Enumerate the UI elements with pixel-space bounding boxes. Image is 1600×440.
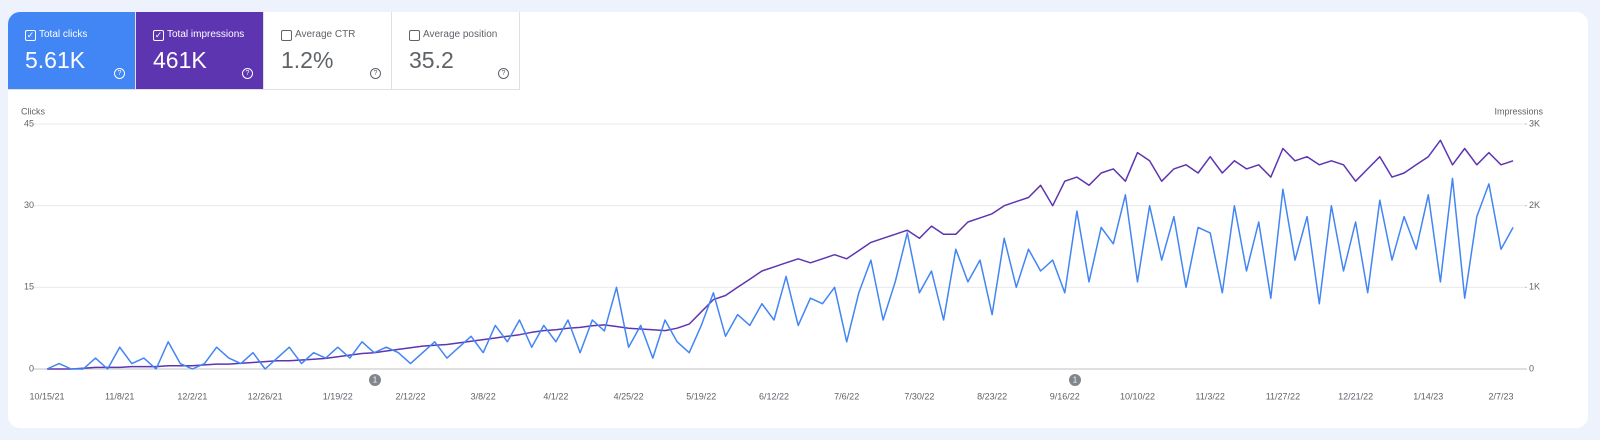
metric-card[interactable]: Average position 35.2? — [392, 12, 520, 90]
x-tick-label: 10/10/22 — [1120, 391, 1155, 401]
x-tick-label: 2/7/23 — [1488, 391, 1513, 401]
metric-card[interactable]: ✓ Total clicks 5.61K? — [8, 12, 136, 90]
x-tick-label: 4/25/22 — [614, 391, 644, 401]
y-axis-title: Clicks — [21, 106, 45, 116]
metric-card[interactable]: ✓ Total impressions 461K? — [136, 12, 264, 90]
checkbox: ✓ — [25, 30, 36, 41]
x-tick-label: 7/6/22 — [834, 391, 859, 401]
x-tick-label: 9/16/22 — [1050, 391, 1080, 401]
annotation-label: 1 — [1073, 376, 1078, 385]
metric-label: Total impressions — [167, 29, 245, 40]
checkbox — [281, 30, 292, 41]
x-tick-label: 6/12/22 — [759, 391, 789, 401]
y2-tick-label: 3K — [1529, 118, 1540, 128]
x-tick-label: 5/19/22 — [686, 391, 716, 401]
help-icon: ? — [242, 68, 253, 79]
x-tick-label: 12/2/21 — [177, 391, 207, 401]
metric-value: 5.61K — [25, 47, 86, 73]
x-tick-label: 12/21/22 — [1338, 391, 1373, 401]
metric-value: 461K — [153, 47, 207, 73]
x-tick-label: 8/23/22 — [977, 391, 1007, 401]
x-tick-label: 11/27/22 — [1266, 391, 1300, 401]
y2-axis-title: Impressions — [1494, 106, 1543, 116]
series-line — [46, 177, 1514, 370]
y2-tick-label: 2K — [1529, 200, 1540, 210]
x-tick-label: 11/3/22 — [1196, 391, 1225, 401]
checkbox: ✓ — [153, 30, 164, 41]
y-tick-label: 30 — [24, 200, 34, 210]
x-tick-label: 11/8/21 — [105, 391, 134, 401]
y-tick-label: 45 — [24, 118, 34, 128]
metric-value: 1.2% — [281, 47, 334, 73]
metric-label: Average CTR — [295, 29, 356, 40]
help-icon: ? — [370, 68, 381, 79]
help-icon: ? — [114, 68, 125, 79]
x-tick-label: 12/26/21 — [248, 391, 283, 401]
help-icon: ? — [498, 68, 509, 79]
y-tick-label: 15 — [24, 282, 34, 292]
series-line — [47, 139, 1514, 370]
x-tick-label: 10/15/21 — [29, 391, 64, 401]
metric-label: Total clicks — [39, 29, 88, 40]
y2-tick-label: 1K — [1529, 282, 1540, 292]
metric-value: 35.2 — [409, 47, 454, 73]
checkbox — [409, 30, 420, 41]
x-tick-label: 2/12/22 — [395, 391, 425, 401]
annotation-label: 1 — [373, 376, 378, 385]
x-tick-label: 1/19/22 — [323, 391, 353, 401]
metric-card[interactable]: Average CTR 1.2%? — [264, 12, 392, 90]
annotation-marker — [1069, 374, 1081, 386]
metric-label: Average position — [423, 29, 498, 40]
panel: ✓ Total clicks 5.61K? ✓ Total impressions 461… — [8, 12, 1588, 428]
y2-tick-label: 0 — [1529, 363, 1534, 373]
x-tick-label: 3/8/22 — [471, 391, 496, 401]
y-tick-label: 0 — [29, 363, 34, 373]
x-tick-label: 7/30/22 — [904, 391, 934, 401]
x-tick-label: 1/14/23 — [1413, 391, 1443, 401]
x-tick-label: 4/1/22 — [543, 391, 568, 401]
annotation-marker — [369, 374, 381, 386]
